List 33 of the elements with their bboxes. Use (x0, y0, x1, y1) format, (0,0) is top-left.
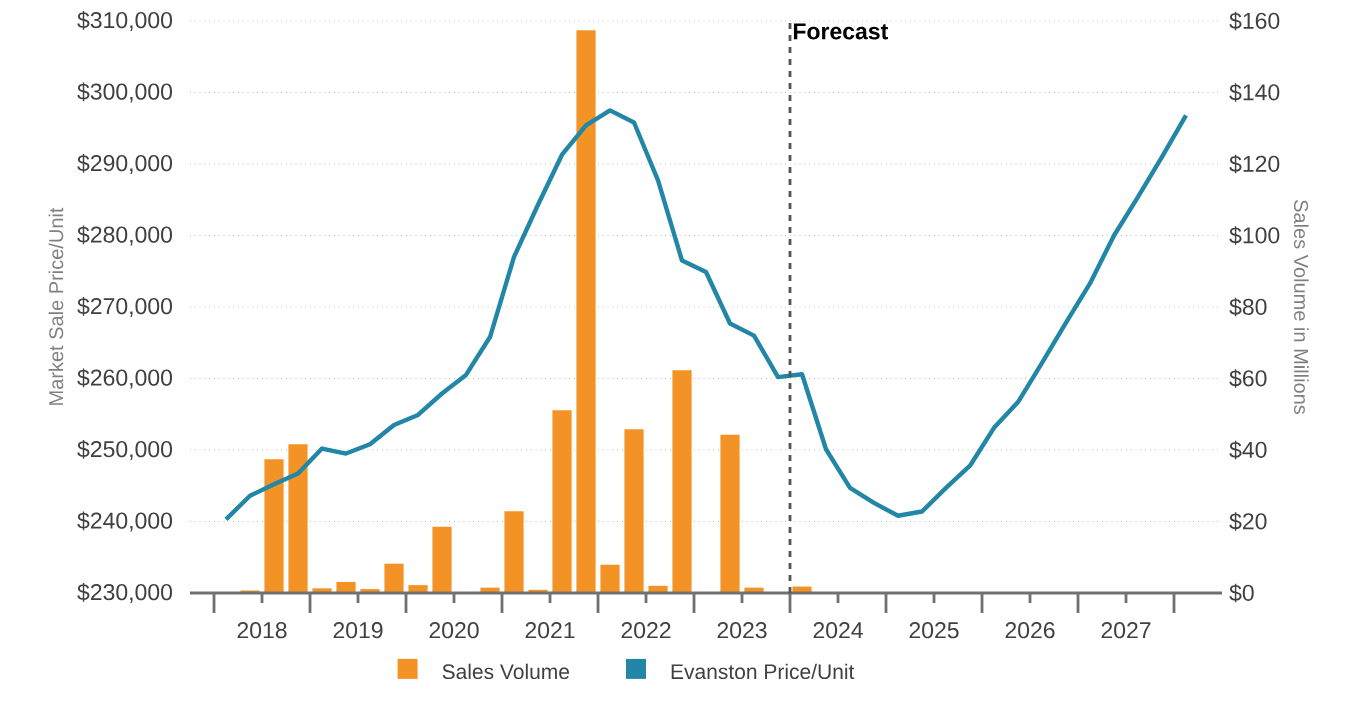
y-tick-label: $240,000 (77, 511, 173, 532)
ref-line-label: Forecast (793, 23, 888, 40)
x-tick-label: 2018 (237, 622, 287, 639)
x-tick-label: 2026 (1005, 622, 1055, 639)
y2-tick-label: $60 (1229, 369, 1267, 388)
y-axis-title: Market Sale Price/Unit (48, 207, 64, 405)
y2-tick-label: $160 (1229, 11, 1280, 31)
y2-tick-label: $120 (1229, 154, 1280, 174)
x-tick-label: 2024 (813, 622, 863, 639)
x-tick-label: 2027 (1101, 622, 1151, 639)
x-tick-label: 2019 (333, 622, 383, 639)
y-tick-label: $290,000 (77, 154, 173, 174)
y-tick-label: $310,000 (77, 11, 173, 31)
y-tick-label: $230,000 (77, 583, 173, 603)
y2-tick-label: $140 (1229, 83, 1280, 102)
x-tick-label: 2023 (717, 622, 767, 639)
y2-tick-label: $0 (1229, 583, 1254, 603)
legend-label: Sales Volume (442, 663, 570, 680)
y2-tick-label: $100 (1229, 226, 1280, 245)
y-tick-label: $280,000 (77, 225, 173, 246)
x-tick-label: 2021 (525, 622, 575, 639)
y-tick-label: $260,000 (77, 368, 173, 389)
y-tick-label: $270,000 (77, 297, 173, 317)
legend-label: Evanston Price/Unit (671, 663, 855, 680)
y-tick-label: $300,000 (77, 82, 173, 103)
x-tick-label: 2022 (621, 622, 671, 639)
y2-axis-title: Sales Volume in Millions (1293, 200, 1309, 415)
y2-tick-label: $80 (1229, 297, 1267, 317)
x-tick-label: 2025 (909, 622, 959, 639)
x-tick-label: 2020 (429, 622, 479, 639)
y2-tick-label: $20 (1229, 512, 1267, 531)
y-tick-label: $250,000 (77, 440, 173, 460)
y2-tick-label: $40 (1229, 440, 1267, 460)
